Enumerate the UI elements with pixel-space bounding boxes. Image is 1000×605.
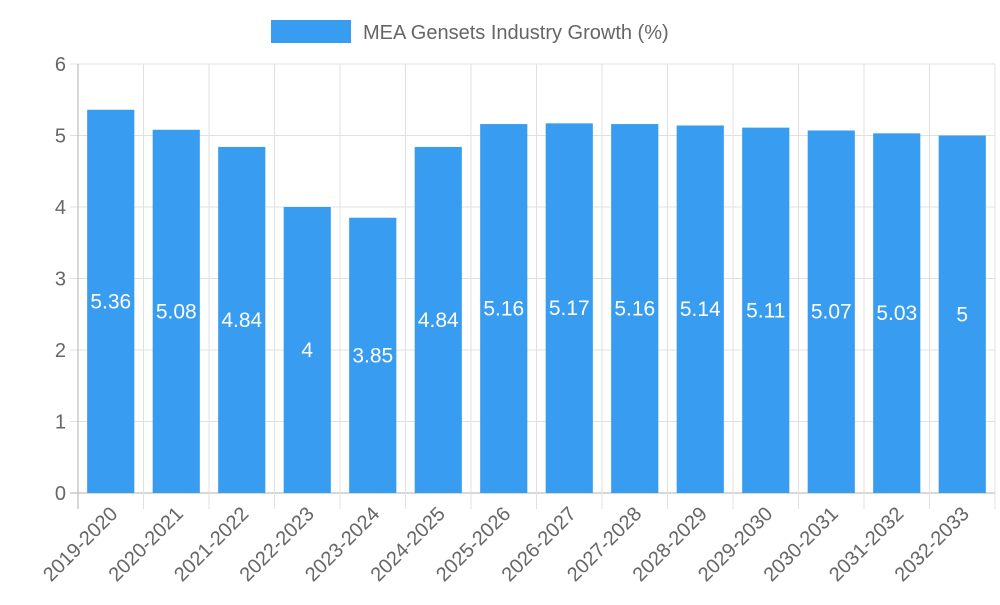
bar-data-label: 5.14 — [680, 298, 721, 321]
bar — [283, 207, 331, 493]
legend-label: MEA Gensets Industry Growth (%) — [363, 22, 669, 44]
bar — [676, 125, 724, 494]
bar — [873, 133, 921, 494]
bar-data-label: 3.85 — [352, 344, 393, 367]
bar-data-label: 5.16 — [614, 298, 655, 321]
bar — [87, 109, 135, 493]
bar — [938, 135, 986, 493]
bar-data-label: 4.84 — [418, 309, 459, 332]
y-tick-label: 2 — [55, 340, 66, 362]
bar — [545, 123, 593, 493]
bar-data-label: 5.16 — [483, 298, 524, 321]
y-tick-label: 6 — [55, 54, 66, 76]
y-tick-label: 3 — [55, 269, 66, 291]
bar — [218, 146, 266, 493]
bar — [414, 146, 462, 493]
legend-swatch — [271, 20, 351, 43]
y-tick-label: 0 — [55, 483, 66, 505]
y-tick-label: 5 — [55, 126, 66, 148]
bar-data-label: 5.11 — [746, 299, 785, 322]
bar-data-label: 4 — [301, 339, 313, 362]
legend[interactable]: MEA Gensets Industry Growth (%) — [271, 20, 669, 44]
bar — [742, 127, 790, 493]
y-tick-label: 4 — [55, 197, 66, 219]
bar-data-label: 5.08 — [156, 300, 197, 323]
bar — [480, 124, 528, 493]
bar — [611, 124, 659, 493]
bar — [807, 130, 855, 493]
y-tick-label: 1 — [55, 412, 66, 434]
bar — [152, 129, 200, 493]
bar-data-label: 5.36 — [90, 290, 131, 313]
bar-data-label: 4.84 — [221, 309, 262, 332]
bar-data-label: 5.07 — [811, 301, 852, 324]
bar-data-label: 5.17 — [549, 297, 590, 320]
bar-data-label: 5 — [956, 303, 968, 326]
bar-data-label: 5.03 — [876, 302, 917, 325]
bar — [349, 217, 397, 493]
